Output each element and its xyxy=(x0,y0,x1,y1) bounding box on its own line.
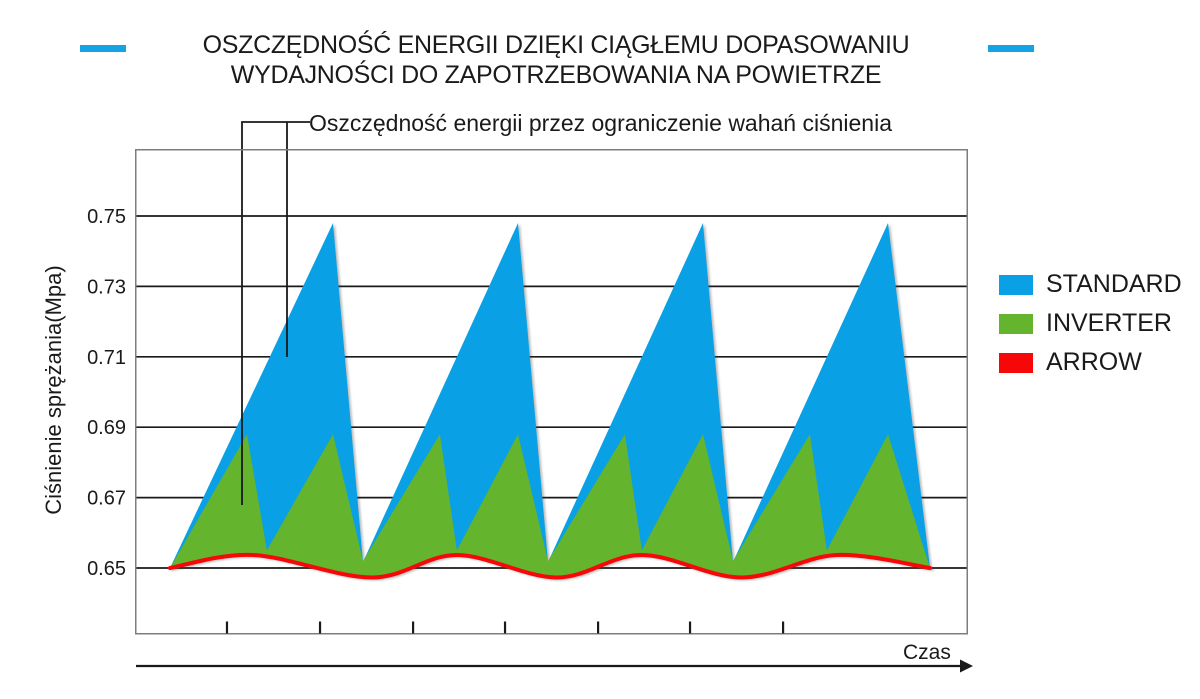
title-left-dash-icon xyxy=(80,45,126,52)
legend-label-standard: STANDARD xyxy=(1046,270,1182,298)
title-right-dash-icon xyxy=(988,45,1034,52)
chart-title-line1: OSZCZĘDNOŚĆ ENERGII DZIĘKI CIĄGŁEMU DOPA… xyxy=(202,31,910,59)
series-inverter xyxy=(170,434,930,578)
legend-item-standard: STANDARD xyxy=(999,270,1182,298)
legend-label-inverter: INVERTER xyxy=(1046,309,1172,337)
inverter-swatch-icon xyxy=(999,313,1033,334)
time-axis-arrowhead-icon xyxy=(960,659,973,673)
y-tick-label: 0.71 xyxy=(87,347,126,369)
annotation-callout-lines xyxy=(241,121,310,505)
series-group xyxy=(168,223,932,580)
series-arrow xyxy=(168,552,932,580)
chart-title-line2: WYDAJNOŚCI DO ZAPOTRZEBOWANIA NA POWIETR… xyxy=(230,61,882,89)
y-tick-label: 0.67 xyxy=(87,488,126,510)
y-tick-label: 0.65 xyxy=(87,558,126,580)
y-tick-label: 0.69 xyxy=(87,417,126,439)
arrow-swatch-icon xyxy=(999,352,1033,373)
y-tick-label: 0.73 xyxy=(87,276,126,298)
annotation-text: Oszczędność energii przez ograniczenie w… xyxy=(309,110,892,136)
plot-border xyxy=(135,149,968,635)
legend: STANDARD INVERTER ARROW xyxy=(999,270,1182,376)
legend-item-arrow: ARROW xyxy=(999,348,1182,376)
chart-title: OSZCZĘDNOŚĆ ENERGII DZIĘKI CIĄGŁEMU DOPA… xyxy=(56,30,1056,90)
legend-item-inverter: INVERTER xyxy=(999,309,1182,337)
x-axis-title: Czas xyxy=(903,641,951,664)
standard-swatch-icon xyxy=(999,274,1033,295)
x-ticks-group xyxy=(225,621,785,634)
y-tick-label: 0.75 xyxy=(87,206,126,228)
legend-label-arrow: ARROW xyxy=(1046,348,1142,376)
